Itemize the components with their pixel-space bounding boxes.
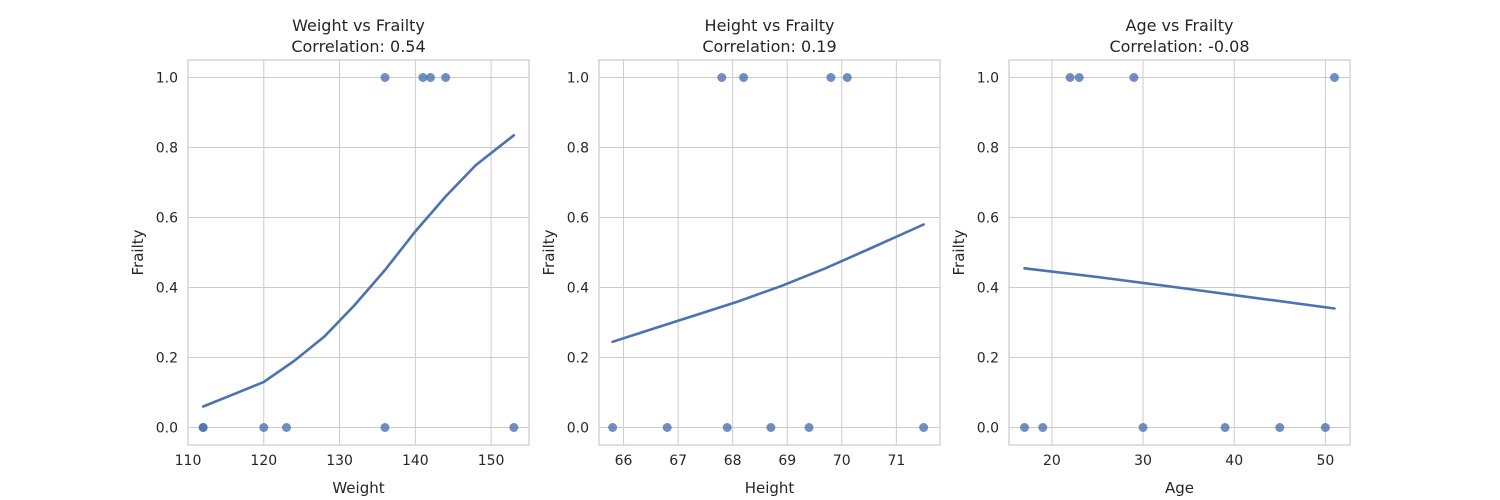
data-point (380, 73, 390, 82)
plot-frame (187, 59, 530, 446)
data-point (198, 423, 208, 432)
y-axis-label: Frailty (950, 229, 968, 275)
data-point (662, 423, 672, 432)
data-point (380, 423, 390, 432)
data-point (259, 423, 269, 432)
x-tick-label: 110 (175, 453, 202, 469)
y-tick-label: 0.4 (156, 281, 178, 297)
y-axis-label: Frailty (129, 229, 147, 275)
y-tick-label: 1.0 (977, 71, 999, 87)
chart-subtitle: Correlation: -0.08 (1109, 37, 1249, 56)
data-point (425, 73, 435, 82)
x-tick-label: 66 (615, 453, 633, 469)
chart-title: Weight vs Frailty (292, 16, 425, 35)
x-tick-label: 30 (1134, 453, 1152, 469)
y-tick-label: 0.4 (977, 281, 999, 297)
panel-1: Weight vs Frailty Correlation: 0.54 110 120… (129, 16, 530, 497)
data-point (1020, 423, 1029, 432)
data-point (1038, 423, 1048, 432)
data-point (1074, 73, 1084, 82)
x-tick-label: 20 (1043, 453, 1061, 469)
chart-title: Height vs Frailty (705, 16, 835, 35)
y-tick-label: 0.0 (156, 421, 178, 437)
x-axis-label: Age (1165, 479, 1194, 497)
panel-3: Age vs Frailty Correlation: -0.08 20 30 40 50… (950, 16, 1351, 497)
data-point (1320, 423, 1330, 432)
data-point (608, 423, 618, 432)
fit-line (1023, 267, 1336, 310)
data-point (804, 423, 814, 432)
data-point (1138, 423, 1148, 432)
y-tick-label: 0.8 (977, 141, 999, 157)
fit-line (611, 223, 925, 344)
chart-title: Age vs Frailty (1126, 16, 1234, 35)
y-tick-label: 0.8 (156, 141, 178, 157)
data-point (919, 423, 929, 432)
x-tick-label: 150 (478, 453, 505, 469)
chart-subtitle: Correlation: 0.19 (702, 37, 836, 56)
data-point (418, 73, 428, 82)
y-tick-label: 0.0 (977, 421, 999, 437)
panel-2: Height vs Frailty Correlation: 0.19 66 67 68… (540, 16, 941, 497)
plot-frame (1008, 59, 1351, 446)
plot-frame (598, 59, 941, 446)
data-point (282, 423, 292, 432)
data-point (739, 73, 749, 82)
x-tick-label: 140 (402, 453, 429, 469)
data-point (722, 423, 732, 432)
data-point (441, 73, 451, 82)
y-tick-label: 0.2 (156, 351, 178, 367)
x-tick-label: 69 (778, 453, 796, 469)
y-axis-label: Frailty (540, 229, 558, 275)
y-tick-label: 0.6 (156, 211, 178, 227)
data-point (1330, 73, 1339, 82)
data-point (1065, 73, 1075, 82)
x-tick-label: 70 (833, 453, 851, 469)
y-tick-label: 0.2 (977, 351, 999, 367)
y-tick-label: 1.0 (156, 71, 178, 87)
x-tick-label: 130 (326, 453, 353, 469)
data-point (509, 423, 519, 432)
fit-line (201, 134, 516, 408)
data-point (766, 423, 776, 432)
data-point (717, 73, 727, 82)
y-tick-label: 0.8 (567, 141, 589, 157)
y-tick-label: 0.2 (567, 351, 589, 367)
data-point (1129, 73, 1139, 82)
y-tick-label: 0.0 (567, 421, 589, 437)
y-tick-label: 0.6 (567, 211, 589, 227)
x-axis-label: Height (745, 479, 795, 497)
y-tick-label: 1.0 (567, 71, 589, 87)
data-point (1275, 423, 1285, 432)
chart-subtitle: Correlation: 0.54 (291, 37, 425, 56)
data-point (842, 73, 852, 82)
x-tick-label: 71 (887, 453, 905, 469)
x-tick-label: 68 (724, 453, 742, 469)
y-tick-label: 0.6 (977, 211, 999, 227)
y-tick-label: 0.4 (567, 281, 589, 297)
x-tick-label: 40 (1225, 453, 1243, 469)
x-tick-label: 120 (250, 453, 277, 469)
data-point (1220, 423, 1230, 432)
x-axis-label: Weight (332, 479, 384, 497)
x-tick-label: 50 (1316, 453, 1334, 469)
x-tick-label: 67 (669, 453, 687, 469)
data-point (826, 73, 836, 82)
